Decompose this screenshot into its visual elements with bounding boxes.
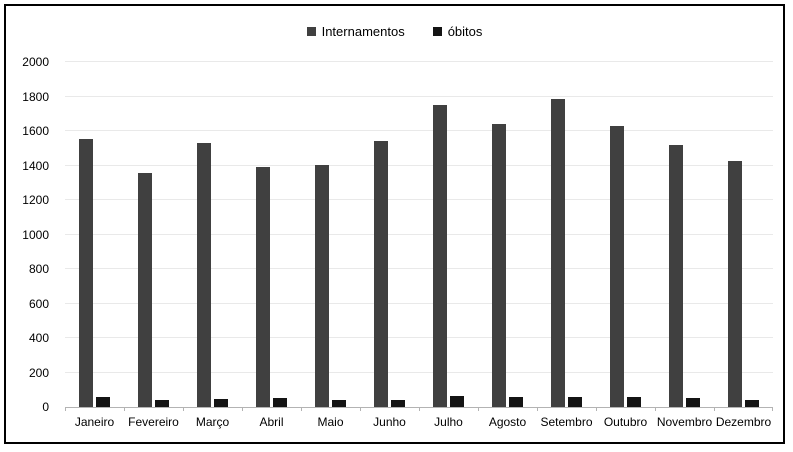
gridline-1600 xyxy=(65,130,773,131)
legend-item-internamentos: Internamentos xyxy=(306,24,405,39)
x-tick-label-abril: Abril xyxy=(259,415,284,429)
bar-group-fevereiro xyxy=(124,62,183,411)
plot-area: 0 200 400 600 800 1000 1200 1400 1600 1800 2000 xyxy=(22,55,773,414)
x-tick-label-agosto: Agosto xyxy=(488,415,527,429)
x-tick-label-setembro: Setembro xyxy=(540,415,593,429)
y-tick-label-1800: 1800 xyxy=(22,89,49,104)
legend-label-obitos: óbitos xyxy=(447,24,483,39)
gridline-800 xyxy=(65,268,773,269)
x-tick-label-junho: Junho xyxy=(373,415,406,429)
x-tick-label-maio: Maio xyxy=(317,415,344,429)
y-tick-label-600: 600 xyxy=(28,296,49,311)
gridline-1000 xyxy=(65,233,773,235)
chart-legend: Internamentos óbitos xyxy=(6,24,783,39)
bar-internamentos-agosto xyxy=(492,124,506,407)
bar-internamentos-maio xyxy=(315,164,329,407)
bar-group-julho xyxy=(419,62,478,411)
bar-obitos-agosto xyxy=(509,396,523,407)
x-axis-tick xyxy=(537,407,538,411)
x-axis-tick xyxy=(714,407,715,411)
y-tick-label-200: 200 xyxy=(28,365,49,380)
y-tick-label-1200: 1200 xyxy=(22,193,49,207)
bar-internamentos-dezembro xyxy=(728,161,742,407)
bar-group-abril xyxy=(242,62,301,411)
bar-internamentos-marco xyxy=(197,143,211,407)
x-axis-tick xyxy=(242,407,243,411)
bar-internamentos-novembro xyxy=(669,144,683,407)
bar-groups xyxy=(65,62,773,411)
bar-group-agosto xyxy=(478,62,537,411)
x-tick-label-julho: Julho xyxy=(434,415,463,429)
bar-obitos-fevereiro xyxy=(155,400,169,407)
x-axis-tick xyxy=(419,407,420,411)
x-tick-label-fevereiro: Fevereiro xyxy=(128,415,179,429)
x-axis-tick xyxy=(124,407,125,411)
bar-internamentos-fevereiro xyxy=(138,173,152,407)
bar-internamentos-outubro xyxy=(610,125,624,407)
bar-obitos-junho xyxy=(391,400,405,407)
x-axis-tick xyxy=(655,407,656,411)
bar-obitos-marco xyxy=(214,399,228,407)
bar-obitos-janeiro xyxy=(96,396,110,407)
bar-internamentos-setembro xyxy=(551,99,565,407)
x-axis-line xyxy=(65,407,773,408)
bar-internamentos-junho xyxy=(374,140,388,407)
y-tick-label-1000: 1000 xyxy=(22,227,49,242)
obitos-swatch-icon xyxy=(432,27,442,36)
bar-group-maio xyxy=(301,62,360,411)
bar-obitos-novembro xyxy=(686,398,700,407)
bar-obitos-julho xyxy=(450,395,464,407)
y-tick-label-400: 400 xyxy=(28,331,49,345)
y-tick-label-1400: 1400 xyxy=(22,158,49,173)
gridline-200 xyxy=(65,371,773,373)
legend-label-internamentos: Internamentos xyxy=(321,24,405,39)
legend-item-obitos: óbitos xyxy=(432,24,483,39)
x-axis-tick xyxy=(65,407,66,411)
x-axis-tick xyxy=(301,407,302,411)
bar-group-dezembro xyxy=(714,62,773,411)
x-tick-label-outubro: Outubro xyxy=(603,415,648,429)
gridline-600 xyxy=(65,302,773,304)
bar-group-novembro xyxy=(655,62,714,411)
bar-group-junho xyxy=(360,62,419,411)
x-axis-tick xyxy=(360,407,361,411)
bar-internamentos-julho xyxy=(433,105,447,407)
gridline-400 xyxy=(65,337,773,338)
x-tick-label-marco: Março xyxy=(195,415,230,429)
bar-group-outubro xyxy=(596,62,655,411)
x-tick-label-dezembro: Dezembro xyxy=(715,415,772,429)
gridline-2000 xyxy=(65,61,773,62)
bar-obitos-dezembro xyxy=(745,400,759,407)
x-axis-tick xyxy=(596,407,597,411)
bar-obitos-setembro xyxy=(568,396,582,407)
gridline-1400 xyxy=(65,164,773,166)
bar-internamentos-janeiro xyxy=(79,138,93,407)
x-tick-label-novembro: Novembro xyxy=(656,415,713,429)
bar-group-janeiro xyxy=(65,62,124,411)
x-axis-tick xyxy=(478,407,479,411)
bar-group-setembro xyxy=(537,62,596,411)
bar-obitos-outubro xyxy=(627,396,641,407)
gridline-1200 xyxy=(65,199,773,200)
chart-frame: Internamentos óbitos 0 200 400 600 800 1000 12… xyxy=(4,4,785,444)
x-axis-tick xyxy=(772,407,773,411)
y-tick-label-1600: 1600 xyxy=(22,124,49,138)
x-tick-label-janeiro: Janeiro xyxy=(74,415,115,429)
bar-obitos-abril xyxy=(273,398,287,407)
y-tick-label-2000: 2000 xyxy=(22,55,49,69)
internamentos-swatch-icon xyxy=(306,27,316,36)
y-tick-label-0: 0 xyxy=(42,400,49,414)
x-axis-tick xyxy=(183,407,184,411)
bar-group-marco xyxy=(183,62,242,411)
y-tick-label-800: 800 xyxy=(28,262,49,276)
bar-obitos-maio xyxy=(332,400,346,407)
x-axis-labels: Janeiro Fevereiro Março Abril Maio Junho Julho… xyxy=(65,415,773,429)
gridline-1800 xyxy=(65,95,773,97)
bar-internamentos-abril xyxy=(256,167,270,407)
